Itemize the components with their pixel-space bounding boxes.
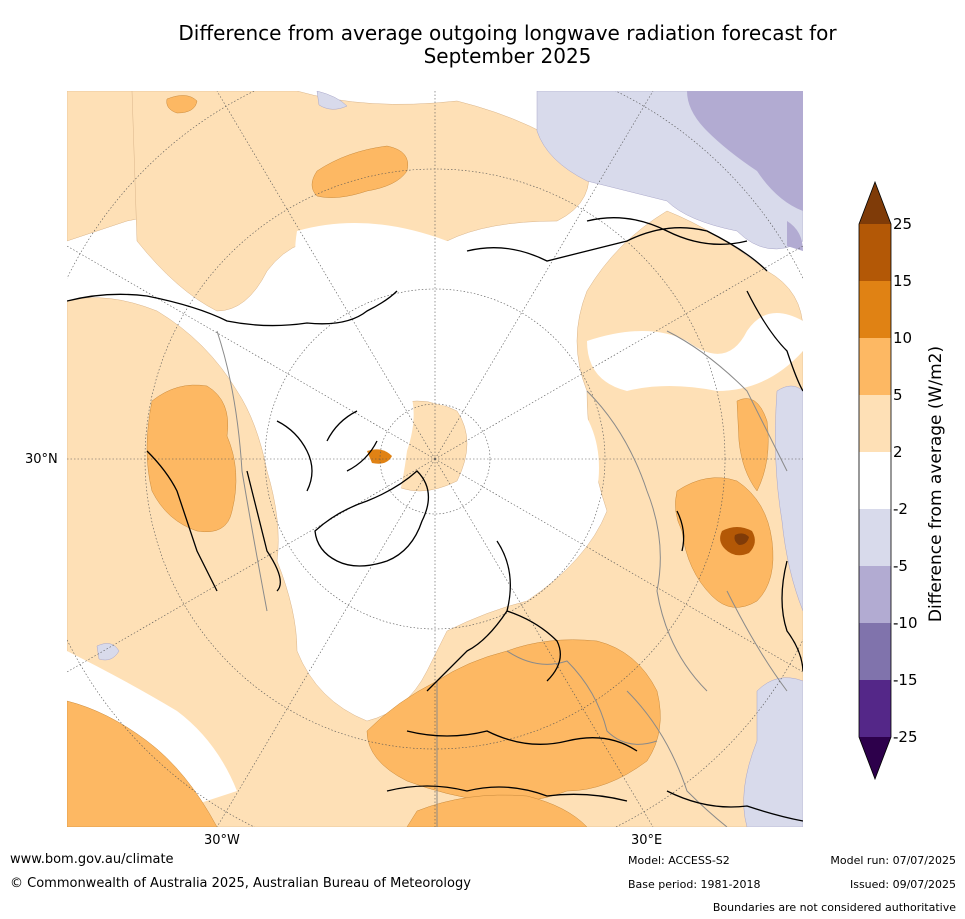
base-period-text: Base period: 1981-2018 — [628, 878, 761, 891]
colorbar-band-15-25 — [859, 224, 891, 281]
graticule — [67, 91, 803, 827]
colorbar-tick-label: 2 — [893, 443, 903, 461]
colorbar-tick-label: -15 — [893, 671, 918, 689]
lat-label-30n: 30°N — [25, 452, 58, 467]
colorbar-tick-label: -25 — [893, 728, 918, 746]
colorbar-band-m15-m25 — [859, 680, 891, 737]
colorbar-band-10-15 — [859, 281, 891, 338]
title-line-1: Difference from average outgoing longwav… — [178, 21, 837, 45]
colorbar-tick-label: 5 — [893, 386, 903, 404]
boundaries-note: Boundaries are not considered authoritat… — [712, 901, 956, 914]
anomaly-orange — [67, 95, 774, 827]
colorbar-tick-label: 25 — [893, 215, 913, 233]
anomaly-negative-strong — [687, 91, 803, 251]
colorbar-tick-label: -2 — [893, 500, 908, 518]
model-text: Model: ACCESS-S2 — [628, 854, 730, 867]
website-link[interactable]: www.bom.gov.au/climate — [10, 852, 174, 867]
title-line-2: September 2025 — [423, 44, 592, 68]
colorbar-tick-label: -10 — [893, 614, 918, 632]
issued-text: Issued: 09/07/2025 — [849, 878, 956, 891]
colorbar-tick-label: 15 — [893, 272, 913, 290]
colorbar-tick-label: 10 — [893, 329, 913, 347]
colorbar-band-m10-m15 — [859, 623, 891, 680]
colorbar-band-m2-m5 — [859, 509, 891, 566]
colorbar-extend-max — [859, 182, 891, 224]
colorbar-band-neutral — [859, 452, 891, 509]
polar-map — [67, 91, 803, 827]
map-svg — [67, 91, 803, 827]
lon-label-30w: 30°W — [204, 833, 240, 848]
colorbar-band-m5-m10 — [859, 566, 891, 623]
colorbar-band-2-5 — [859, 395, 891, 452]
colorbar — [858, 180, 892, 781]
colorbar-extend-min — [859, 737, 891, 779]
coastlines — [67, 217, 803, 822]
anomaly-dark-orange — [367, 449, 755, 556]
model-run-text: Model run: 07/07/2025 — [830, 854, 956, 867]
lon-label-30e: 30°E — [631, 833, 663, 848]
colorbar-band-5-10 — [859, 338, 891, 395]
copyright-text: © Commonwealth of Australia 2025, Austra… — [10, 876, 471, 891]
colorbar-tick-label: -5 — [893, 557, 908, 575]
colorbar-title: Difference from average (W/m2) — [926, 345, 946, 623]
chart-title: Difference from average outgoing longwav… — [100, 22, 915, 68]
country-borders — [216, 330, 788, 827]
